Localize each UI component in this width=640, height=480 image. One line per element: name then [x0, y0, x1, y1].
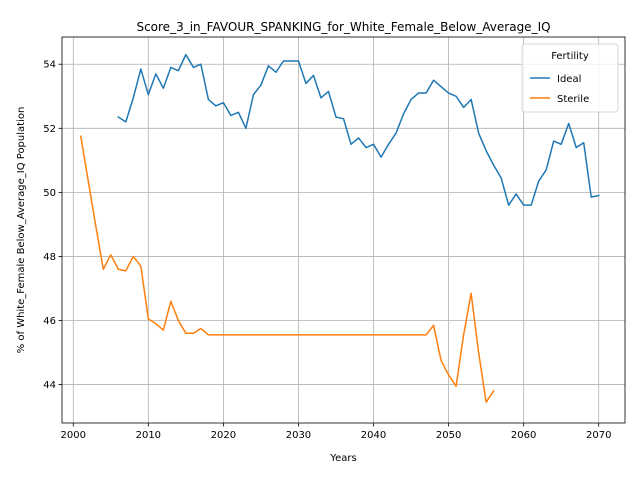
x-axis: 2000 2010 2020 2030 2040 2050 2060 2070	[61, 423, 611, 441]
x-tick-label: 2040	[361, 430, 386, 441]
series-lines	[79, 53, 600, 403]
y-axis-title: % of White_Female Below_Average_IQ Popul…	[16, 107, 27, 354]
x-tick-label: 2000	[61, 430, 86, 441]
legend-box	[521, 43, 619, 113]
x-tick-label: 2070	[586, 430, 611, 441]
y-tick-label: 44	[43, 380, 56, 391]
legend-title: Fertility	[551, 51, 589, 62]
y-tick-label: 54	[43, 60, 56, 71]
y-axis: 44 46 48 50 52 54	[43, 60, 62, 391]
x-tick-label: 2030	[286, 430, 311, 441]
chart-title: Score_3_in_FAVOUR_SPANKING_for_White_Fem…	[136, 20, 550, 34]
legend-label-ideal: Ideal	[557, 74, 581, 85]
x-tick-label: 2010	[136, 430, 161, 441]
y-tick-label: 46	[43, 316, 56, 327]
x-tick-label: 2060	[511, 430, 536, 441]
plot-frame	[61, 36, 626, 424]
y-tick-label: 50	[43, 188, 56, 199]
y-tick-label: 48	[43, 252, 56, 263]
series-line-ideal	[117, 53, 600, 206]
series-line-sterile	[79, 135, 495, 403]
x-tick-label: 2050	[436, 430, 461, 441]
x-axis-title: Years	[329, 453, 356, 464]
legend-label-sterile: Sterile	[557, 94, 589, 105]
legend: Fertility Ideal Sterile	[521, 43, 619, 113]
x-tick-label: 2020	[211, 430, 236, 441]
y-tick-label: 52	[43, 124, 56, 135]
